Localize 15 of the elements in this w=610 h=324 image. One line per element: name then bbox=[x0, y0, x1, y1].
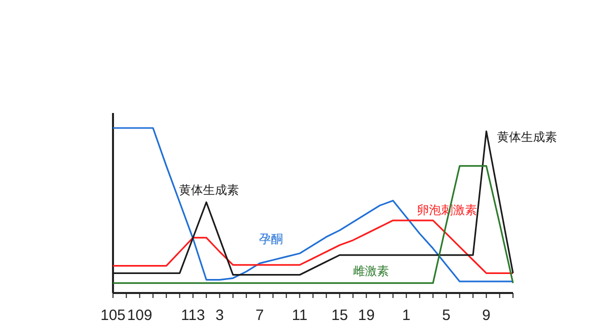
x-tick-label: 1 bbox=[402, 307, 411, 324]
x-tick-label: 5 bbox=[442, 307, 451, 324]
x-tick-label: 9 bbox=[482, 307, 491, 324]
series-label: 雌激素 bbox=[353, 264, 389, 278]
x-tick-label: 7 bbox=[255, 307, 264, 324]
x-tick-label: 19 bbox=[358, 307, 375, 324]
x-tick-label: 3 bbox=[215, 307, 224, 324]
x-tick-label: 15 bbox=[331, 307, 348, 324]
x-tick-label: 109 bbox=[127, 307, 152, 324]
x-tick-label: 105 bbox=[100, 307, 126, 324]
text: 黄体生成素 bbox=[179, 183, 239, 197]
series-label: 黄体生成素 bbox=[497, 130, 557, 144]
series-label: 孕酮 bbox=[259, 232, 283, 246]
x-tick-label: 11 bbox=[292, 307, 308, 324]
x-tick-label: 113 bbox=[181, 307, 205, 324]
